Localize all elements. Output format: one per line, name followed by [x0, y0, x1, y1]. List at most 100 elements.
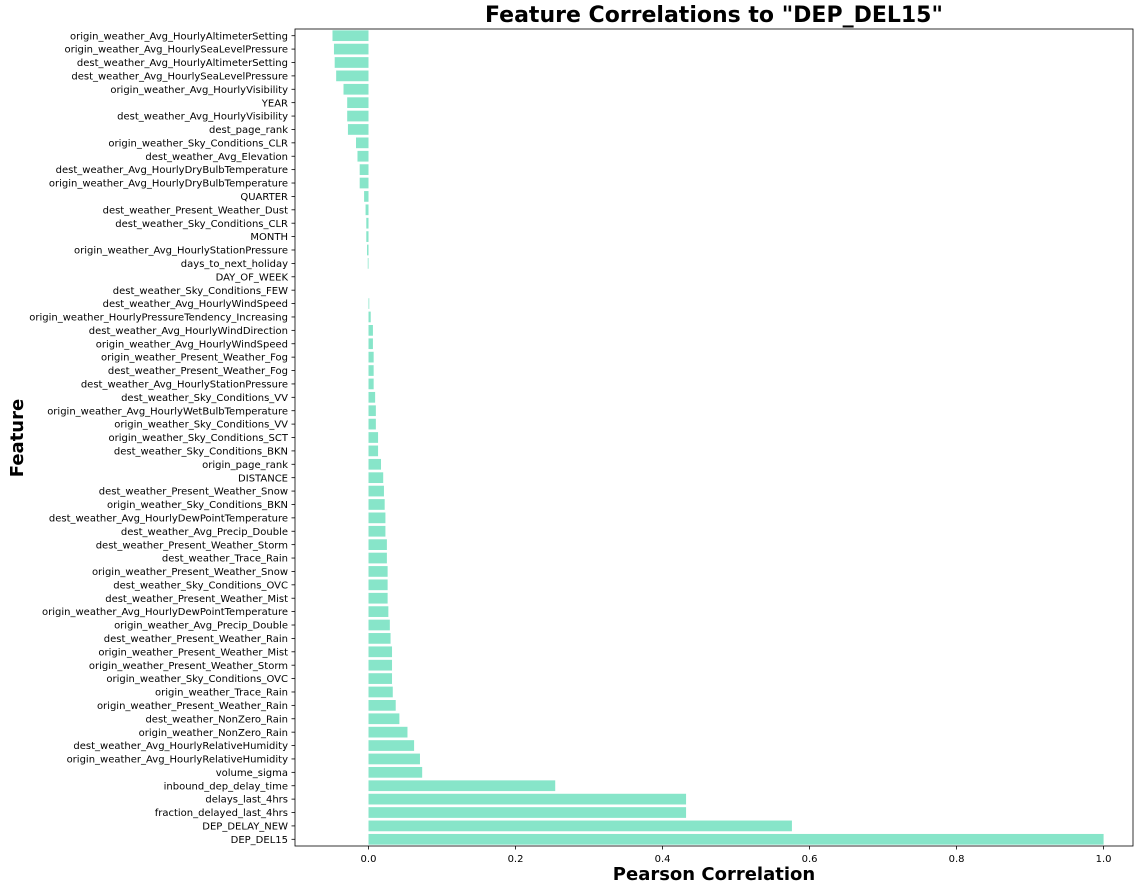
y-tick-label-33: DISTANCE [238, 473, 288, 484]
y-tick-label-4: origin_weather_Avg_HourlyVisibility [110, 85, 288, 96]
y-tick-label-58: fraction_delayed_last_4hrs [155, 808, 288, 819]
bar-27 [368, 391, 376, 403]
bar-40 [368, 566, 388, 577]
bar-23 [368, 338, 373, 350]
bar-45 [368, 633, 391, 644]
bar-37 [368, 525, 386, 537]
y-tick-label-13: dest_weather_Present_Weather_Dust [103, 205, 288, 216]
x-tick-label-0: 0.0 [361, 854, 377, 865]
y-tick-label-39: dest_weather_Trace_Rain [162, 554, 288, 565]
bar-43 [368, 606, 389, 617]
y-tick-label-16: origin_weather_Avg_HourlyStationPressure [74, 246, 288, 257]
chart-title: Feature Correlations to "DEP_DEL15" [485, 3, 943, 28]
bar-34 [368, 485, 384, 497]
bar-48 [368, 673, 393, 684]
bar-47 [368, 659, 393, 671]
x-tick-label-5: 1.0 [1096, 854, 1112, 865]
y-tick-label-11: origin_weather_Avg_HourlyDryBulbTemperat… [49, 179, 288, 190]
y-tick-label-48: origin_weather_Sky_Conditions_OVC [106, 674, 288, 685]
bar-2 [334, 57, 369, 68]
bar-16 [367, 244, 369, 256]
y-tick-label-3: dest_weather_Avg_HourlySeaLevelPressure [71, 71, 288, 82]
x-tick-label-1: 0.2 [508, 854, 524, 865]
bar-29 [368, 418, 376, 430]
y-tick-label-18: DAY_OF_WEEK [216, 272, 289, 283]
bar-55 [368, 766, 423, 778]
bar-1 [333, 43, 369, 55]
y-tick-label-52: origin_weather_NonZero_Rain [139, 728, 288, 739]
y-tick-label-7: dest_page_rank [209, 125, 288, 136]
y-tick-label-60: DEP_DEL15 [231, 835, 288, 846]
y-tick-label-12: QUARTER [240, 192, 288, 203]
y-tick-label-27: dest_weather_Sky_Conditions_VV [121, 393, 288, 404]
bar-46 [368, 646, 393, 658]
y-tick-label-15: MONTH [250, 232, 288, 243]
bar-14 [366, 217, 369, 229]
bar-25 [368, 365, 374, 376]
y-tick-label-50: origin_weather_Present_Weather_Rain [97, 701, 288, 712]
bar-4 [343, 83, 369, 95]
x-axis-title: Pearson Correlation [613, 864, 815, 885]
y-tick-label-57: delays_last_4hrs [205, 795, 288, 806]
bar-30 [368, 432, 379, 443]
bar-15 [366, 231, 369, 242]
y-tick-label-40: origin_weather_Present_Weather_Snow [92, 567, 288, 578]
y-tick-label-51: dest_weather_NonZero_Rain [145, 714, 288, 725]
y-tick-label-29: origin_weather_Sky_Conditions_VV [114, 420, 288, 431]
x-tick-label-3: 0.6 [802, 854, 818, 865]
bar-42 [368, 592, 388, 604]
bar-39 [368, 552, 387, 564]
bar-59 [368, 820, 792, 832]
y-tick-label-30: origin_weather_Sky_Conditions_SCT [108, 433, 288, 444]
x-tick-label-4: 0.8 [949, 854, 965, 865]
x-tick-label-2: 0.4 [655, 854, 671, 865]
bar-35 [368, 499, 385, 510]
bar-44 [368, 619, 390, 631]
bar-0 [332, 30, 369, 42]
y-tick-label-0: origin_weather_Avg_HourlyAltimeterSettin… [70, 31, 288, 42]
y-tick-label-59: DEP_DELAY_NEW [202, 822, 288, 833]
bar-58 [368, 807, 687, 818]
bar-3 [336, 70, 369, 82]
y-tick-label-38: dest_weather_Present_Weather_Storm [96, 540, 288, 551]
y-tick-label-10: dest_weather_Avg_HourlyDryBulbTemperatur… [56, 165, 288, 176]
y-tick-label-43: origin_weather_Avg_HourlyDewPointTempera… [42, 607, 288, 618]
bar-26 [368, 378, 374, 390]
y-tick-label-1: origin_weather_Avg_HourlySeaLevelPressur… [65, 45, 288, 56]
y-tick-label-47: origin_weather_Present_Weather_Storm [89, 661, 288, 672]
y-axis-title: Feature [7, 399, 28, 477]
bar-5 [347, 97, 369, 109]
y-tick-label-56: inbound_dep_delay_time [164, 781, 288, 792]
bar-28 [368, 405, 376, 417]
bar-7 [347, 124, 369, 135]
bar-9 [357, 150, 369, 162]
y-tick-label-44: origin_weather_Avg_Precip_Double [114, 621, 288, 632]
bar-21 [368, 311, 371, 323]
y-tick-label-41: dest_weather_Sky_Conditions_OVC [113, 580, 288, 591]
bar-17 [367, 258, 369, 269]
bar-13 [365, 204, 369, 216]
y-tick-label-2: dest_weather_Avg_HourlyAltimeterSetting [77, 58, 288, 69]
y-tick-label-26: dest_weather_Avg_HourlyStationPressure [81, 380, 288, 391]
bar-33 [368, 472, 384, 484]
bar-52 [368, 726, 408, 738]
bar-51 [368, 713, 400, 725]
y-tick-label-31: dest_weather_Sky_Conditions_BKN [114, 446, 288, 457]
bar-11 [359, 177, 369, 189]
y-tick-label-22: dest_weather_Avg_HourlyWindDirection [89, 326, 288, 337]
bar-36 [368, 512, 386, 524]
bar-12 [364, 191, 369, 202]
y-tick-label-45: dest_weather_Present_Weather_Rain [104, 634, 288, 645]
y-tick-label-46: origin_weather_Present_Weather_Mist [98, 647, 288, 658]
y-tick-label-17: days_to_next_holiday [181, 259, 288, 270]
bar-50 [368, 700, 396, 711]
y-tick-label-37: dest_weather_Avg_Precip_Double [121, 527, 288, 538]
bar-20 [368, 298, 370, 309]
bar-6 [347, 110, 369, 122]
y-tick-label-36: dest_weather_Avg_HourlyDewPointTemperatu… [49, 513, 288, 524]
bar-56 [368, 780, 556, 792]
bar-57 [368, 793, 687, 805]
bar-24 [368, 351, 374, 363]
y-tick-label-21: origin_weather_HourlyPressureTendency_In… [29, 313, 288, 324]
